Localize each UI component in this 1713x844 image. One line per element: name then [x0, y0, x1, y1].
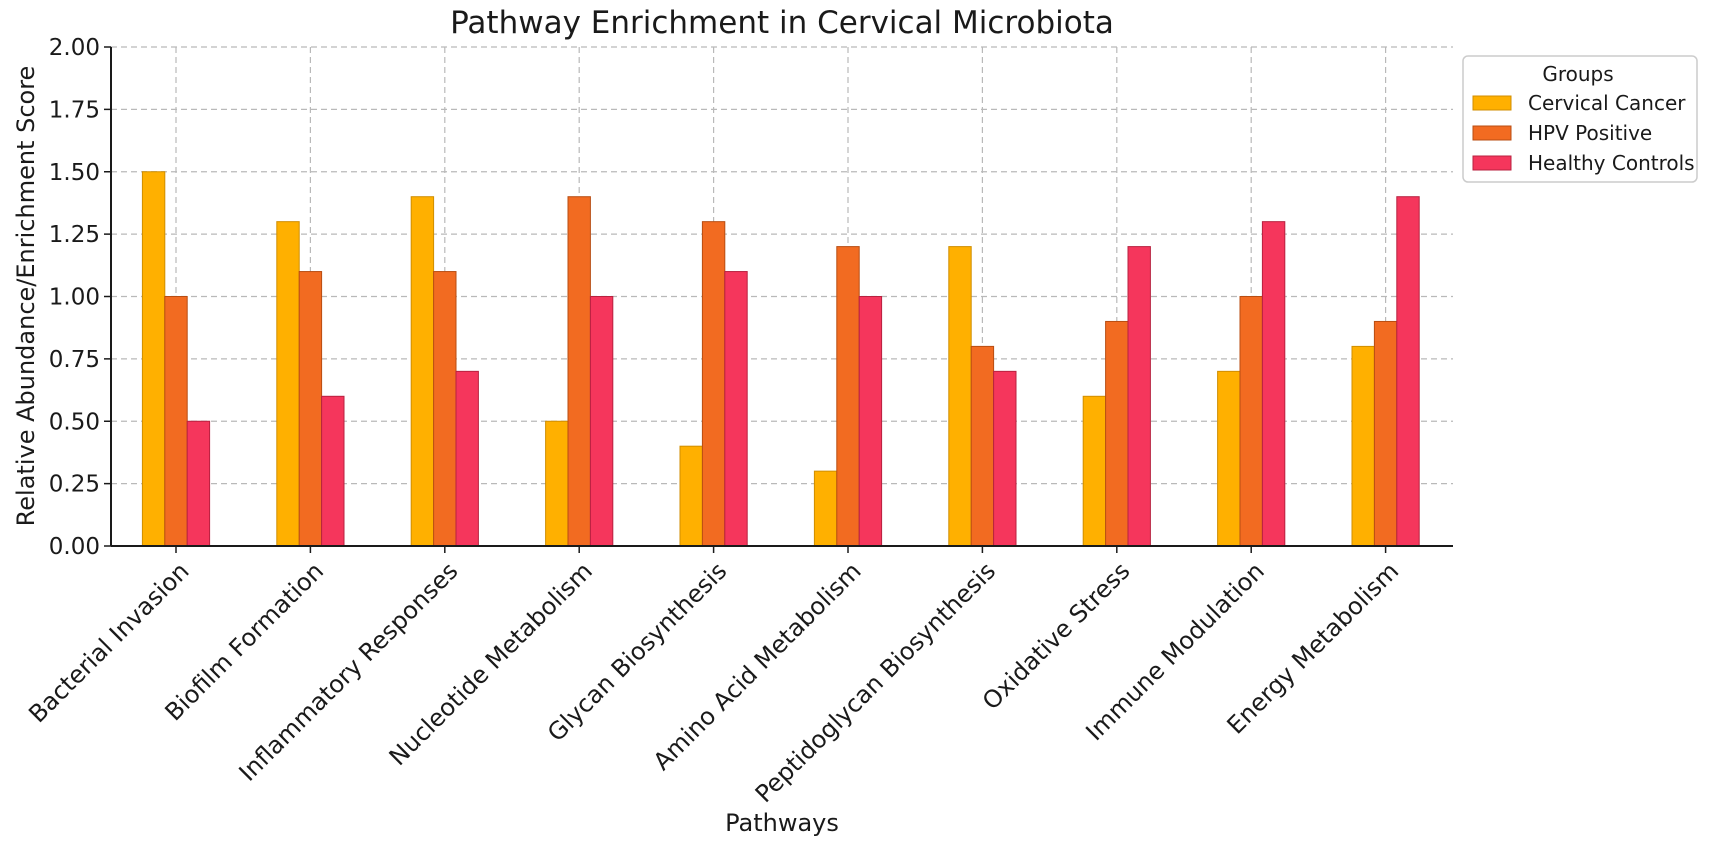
- bar-healthy-controls-10: [1396, 196, 1420, 547]
- bar-hpv-positive-10: [1373, 320, 1398, 547]
- y-tick-label: 0.00: [49, 534, 100, 560]
- bar-healthy-controls-5: [724, 271, 748, 547]
- legend-swatch-cervical-cancer: [1472, 95, 1512, 111]
- bar-cervical-cancer-9: [1217, 370, 1241, 547]
- legend-swatch-healthy-controls: [1472, 155, 1512, 171]
- legend: Groups Cervical Cancer HPV Positive Health…: [1462, 55, 1698, 183]
- legend-label-cervical-cancer: Cervical Cancer: [1528, 91, 1686, 115]
- legend-swatch-hpv-positive: [1472, 125, 1512, 141]
- legend-label-hpv-positive: HPV Positive: [1528, 121, 1652, 145]
- bar-cervical-cancer-4: [545, 420, 569, 547]
- bar-cervical-cancer-8: [1082, 395, 1107, 547]
- x-tick-label: Peptidoglycan Biosynthesis: [750, 557, 1001, 808]
- bar-cervical-cancer-1: [141, 171, 166, 547]
- x-tick-label: Oxidative Stress: [977, 557, 1135, 715]
- bar-healthy-controls-2: [321, 395, 345, 547]
- bar-healthy-controls-1: [186, 420, 211, 547]
- bar-cervical-cancer-10: [1351, 345, 1375, 547]
- y-tick-label: 0.50: [49, 409, 100, 435]
- bar-hpv-positive-3: [433, 271, 457, 547]
- legend-items: Cervical Cancer HPV Positive Healthy Contr…: [1472, 91, 1695, 175]
- legend-title: Groups: [1542, 62, 1613, 86]
- y-tick-label: 1.75: [49, 97, 100, 123]
- x-tick-label: Inflammatory Responses: [234, 557, 464, 787]
- bar-cervical-cancer-5: [679, 445, 703, 547]
- bar-cervical-cancer-7: [948, 246, 972, 547]
- y-tick-label: 0.25: [49, 472, 100, 498]
- y-tick-label: 2.00: [49, 35, 100, 61]
- bar-cervical-cancer-2: [276, 221, 300, 547]
- legend-frame: [1462, 55, 1698, 183]
- y-tick-label: 0.75: [49, 347, 100, 373]
- y-tick-label: 1.00: [49, 285, 100, 311]
- bar-hpv-positive-8: [1105, 320, 1129, 547]
- bars-layer: [141, 171, 1420, 547]
- bar-healthy-controls-6: [858, 296, 883, 547]
- y-axis-title: Relative Abundance/Enrichment Score: [12, 66, 40, 527]
- bar-healthy-controls-7: [993, 370, 1017, 547]
- bar-hpv-positive-6: [836, 246, 860, 547]
- bar-healthy-controls-4: [589, 296, 614, 547]
- bar-cervical-cancer-3: [410, 196, 435, 547]
- bar-healthy-controls-8: [1127, 246, 1151, 547]
- bar-hpv-positive-5: [701, 221, 726, 547]
- bar-hpv-positive-9: [1239, 296, 1263, 547]
- bar-cervical-cancer-6: [813, 470, 838, 547]
- bar-hpv-positive-2: [298, 271, 323, 547]
- legend-label-healthy-controls: Healthy Controls: [1528, 151, 1695, 175]
- bar-healthy-controls-9: [1261, 221, 1286, 547]
- chart-title: Pathway Enrichment in Cervical Microbiot…: [450, 5, 1114, 41]
- bar-hpv-positive-1: [164, 296, 188, 547]
- x-axis-title: Pathways: [725, 809, 839, 837]
- bar-healthy-controls-3: [455, 370, 479, 547]
- axes-layer: [104, 46, 1453, 553]
- y-tick-labels: 0.00 0.25 0.50 0.75 1.00 1.25 1.50 1.75 2.00: [49, 35, 100, 560]
- y-tick-label: 1.25: [49, 222, 100, 248]
- bar-hpv-positive-4: [567, 196, 591, 547]
- y-tick-label: 1.50: [49, 160, 100, 186]
- bar-hpv-positive-7: [970, 345, 995, 547]
